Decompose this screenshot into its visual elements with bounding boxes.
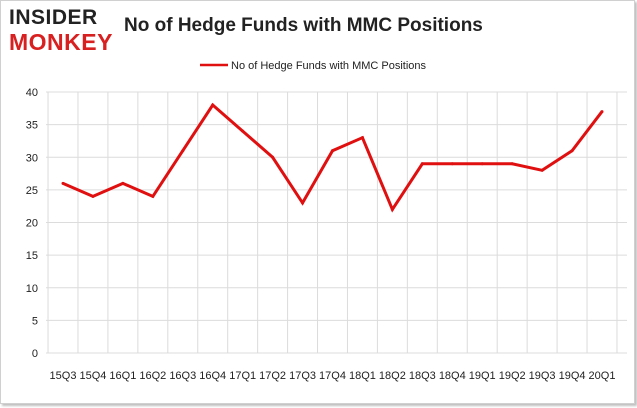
x-tick-18Q3: 18Q3 xyxy=(409,370,436,382)
logo-top-text: INSIDER xyxy=(9,6,98,29)
data-point-17Q3 xyxy=(301,201,305,205)
y-tick-40: 40 xyxy=(26,87,38,99)
x-tick-16Q1: 16Q1 xyxy=(109,370,136,382)
x-tick-19Q4: 19Q4 xyxy=(559,370,586,382)
data-point-19Q1 xyxy=(480,162,484,166)
chart-title: No of Hedge Funds with MMC Positions xyxy=(124,15,483,36)
y-tick-labels: 0 5 10 15 20 25 30 35 40 xyxy=(26,87,38,360)
x-tick-17Q3: 17Q3 xyxy=(289,370,316,382)
data-point-19Q3 xyxy=(540,168,544,172)
data-point-15Q4 xyxy=(91,194,95,198)
data-point-17Q1 xyxy=(241,129,245,133)
data-point-19Q2 xyxy=(510,162,514,166)
x-tick-18Q1: 18Q1 xyxy=(349,370,376,382)
y-tick-30: 30 xyxy=(26,152,38,164)
series-group xyxy=(61,102,604,213)
x-tick-17Q4: 17Q4 xyxy=(319,370,346,382)
insider-monkey-logo: INSIDER MONKEY xyxy=(9,6,121,56)
y-tick-0: 0 xyxy=(32,348,38,360)
data-point-19Q4 xyxy=(570,149,574,153)
x-tick-labels: 15Q3 15Q4 16Q1 16Q2 16Q3 16Q4 17Q1 17Q2 17Q3 17Q4… xyxy=(50,370,616,382)
x-tick-17Q1: 17Q1 xyxy=(229,370,256,382)
x-tick-15Q4: 15Q4 xyxy=(79,370,106,382)
x-tick-18Q2: 18Q2 xyxy=(379,370,406,382)
x-tick-15Q3: 15Q3 xyxy=(50,370,77,382)
grid-lines xyxy=(46,91,627,354)
data-point-17Q2 xyxy=(271,155,275,159)
legend-label: No of Hedge Funds with MMC Positions xyxy=(231,60,427,72)
data-point-18Q3 xyxy=(420,162,424,166)
data-point-20Q1 xyxy=(600,110,604,114)
y-tick-5: 5 xyxy=(32,315,38,327)
x-tick-19Q2: 19Q2 xyxy=(499,370,526,382)
data-point-16Q3 xyxy=(181,149,185,153)
logo-bottom-text: MONKEY xyxy=(9,29,113,55)
x-tick-16Q3: 16Q3 xyxy=(169,370,196,382)
data-point-18Q2 xyxy=(390,207,394,211)
x-tick-19Q3: 19Q3 xyxy=(529,370,556,382)
data-point-16Q4 xyxy=(211,103,215,107)
y-tick-25: 25 xyxy=(26,185,38,197)
y-tick-20: 20 xyxy=(26,218,38,230)
data-point-15Q3 xyxy=(61,181,65,185)
data-point-18Q1 xyxy=(360,136,364,140)
x-tick-17Q2: 17Q2 xyxy=(259,370,286,382)
data-point-18Q4 xyxy=(450,162,454,166)
legend: No of Hedge Funds with MMC Positions xyxy=(200,60,427,72)
data-point-16Q2 xyxy=(151,194,155,198)
x-tick-19Q1: 19Q1 xyxy=(469,370,496,382)
y-tick-10: 10 xyxy=(26,283,38,295)
data-point-16Q1 xyxy=(121,181,125,185)
x-tick-18Q4: 18Q4 xyxy=(439,370,466,382)
x-tick-16Q4: 16Q4 xyxy=(199,370,226,382)
y-tick-15: 15 xyxy=(26,250,38,262)
x-tick-16Q2: 16Q2 xyxy=(139,370,166,382)
x-tick-20Q1: 20Q1 xyxy=(589,370,616,382)
data-point-17Q4 xyxy=(331,149,334,153)
y-tick-35: 35 xyxy=(26,120,38,132)
